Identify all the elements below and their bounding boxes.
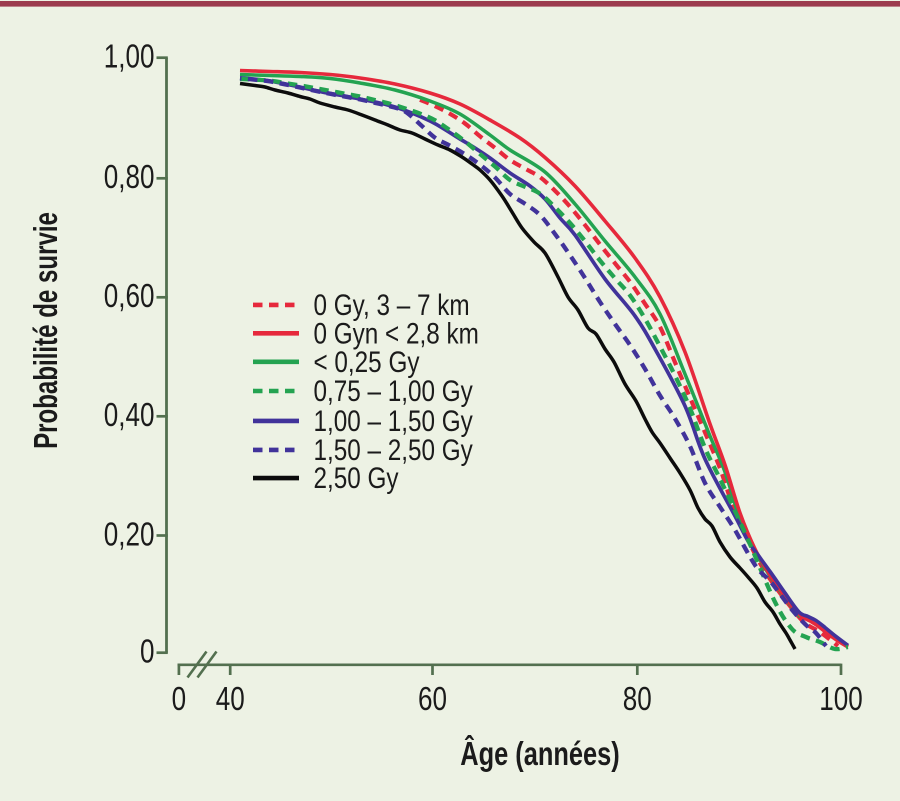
- svg-text:0,20: 0,20: [104, 516, 155, 553]
- svg-text:100: 100: [819, 681, 862, 718]
- svg-text:0: 0: [140, 634, 154, 671]
- svg-text:1,00: 1,00: [104, 39, 155, 76]
- svg-text:0: 0: [172, 681, 186, 718]
- svg-text:80: 80: [623, 681, 652, 718]
- svg-text:40: 40: [216, 681, 245, 718]
- svg-text:< 0,25 Gy: < 0,25 Gy: [314, 344, 420, 378]
- svg-text:0 Gy, 3 – 7 km: 0 Gy, 3 – 7 km: [314, 287, 470, 321]
- svg-text:0,80: 0,80: [104, 159, 155, 196]
- svg-text:0,75 – 1,00 Gy: 0,75 – 1,00 Gy: [314, 374, 474, 408]
- svg-text:0,40: 0,40: [104, 397, 155, 434]
- svg-text:Âge (années): Âge (années): [460, 735, 619, 773]
- svg-text:0 Gyn < 2,8 km: 0 Gyn < 2,8 km: [314, 316, 479, 350]
- svg-text:0,60: 0,60: [104, 278, 155, 315]
- svg-text:1,50 – 2,50 Gy: 1,50 – 2,50 Gy: [314, 432, 474, 466]
- svg-text:60: 60: [418, 681, 447, 718]
- svg-text:2,50 Gy: 2,50 Gy: [314, 461, 399, 495]
- svg-text:1,00 – 1,50 Gy: 1,00 – 1,50 Gy: [314, 403, 474, 437]
- svg-text:Probabilité de survie: Probabilité de survie: [28, 212, 65, 449]
